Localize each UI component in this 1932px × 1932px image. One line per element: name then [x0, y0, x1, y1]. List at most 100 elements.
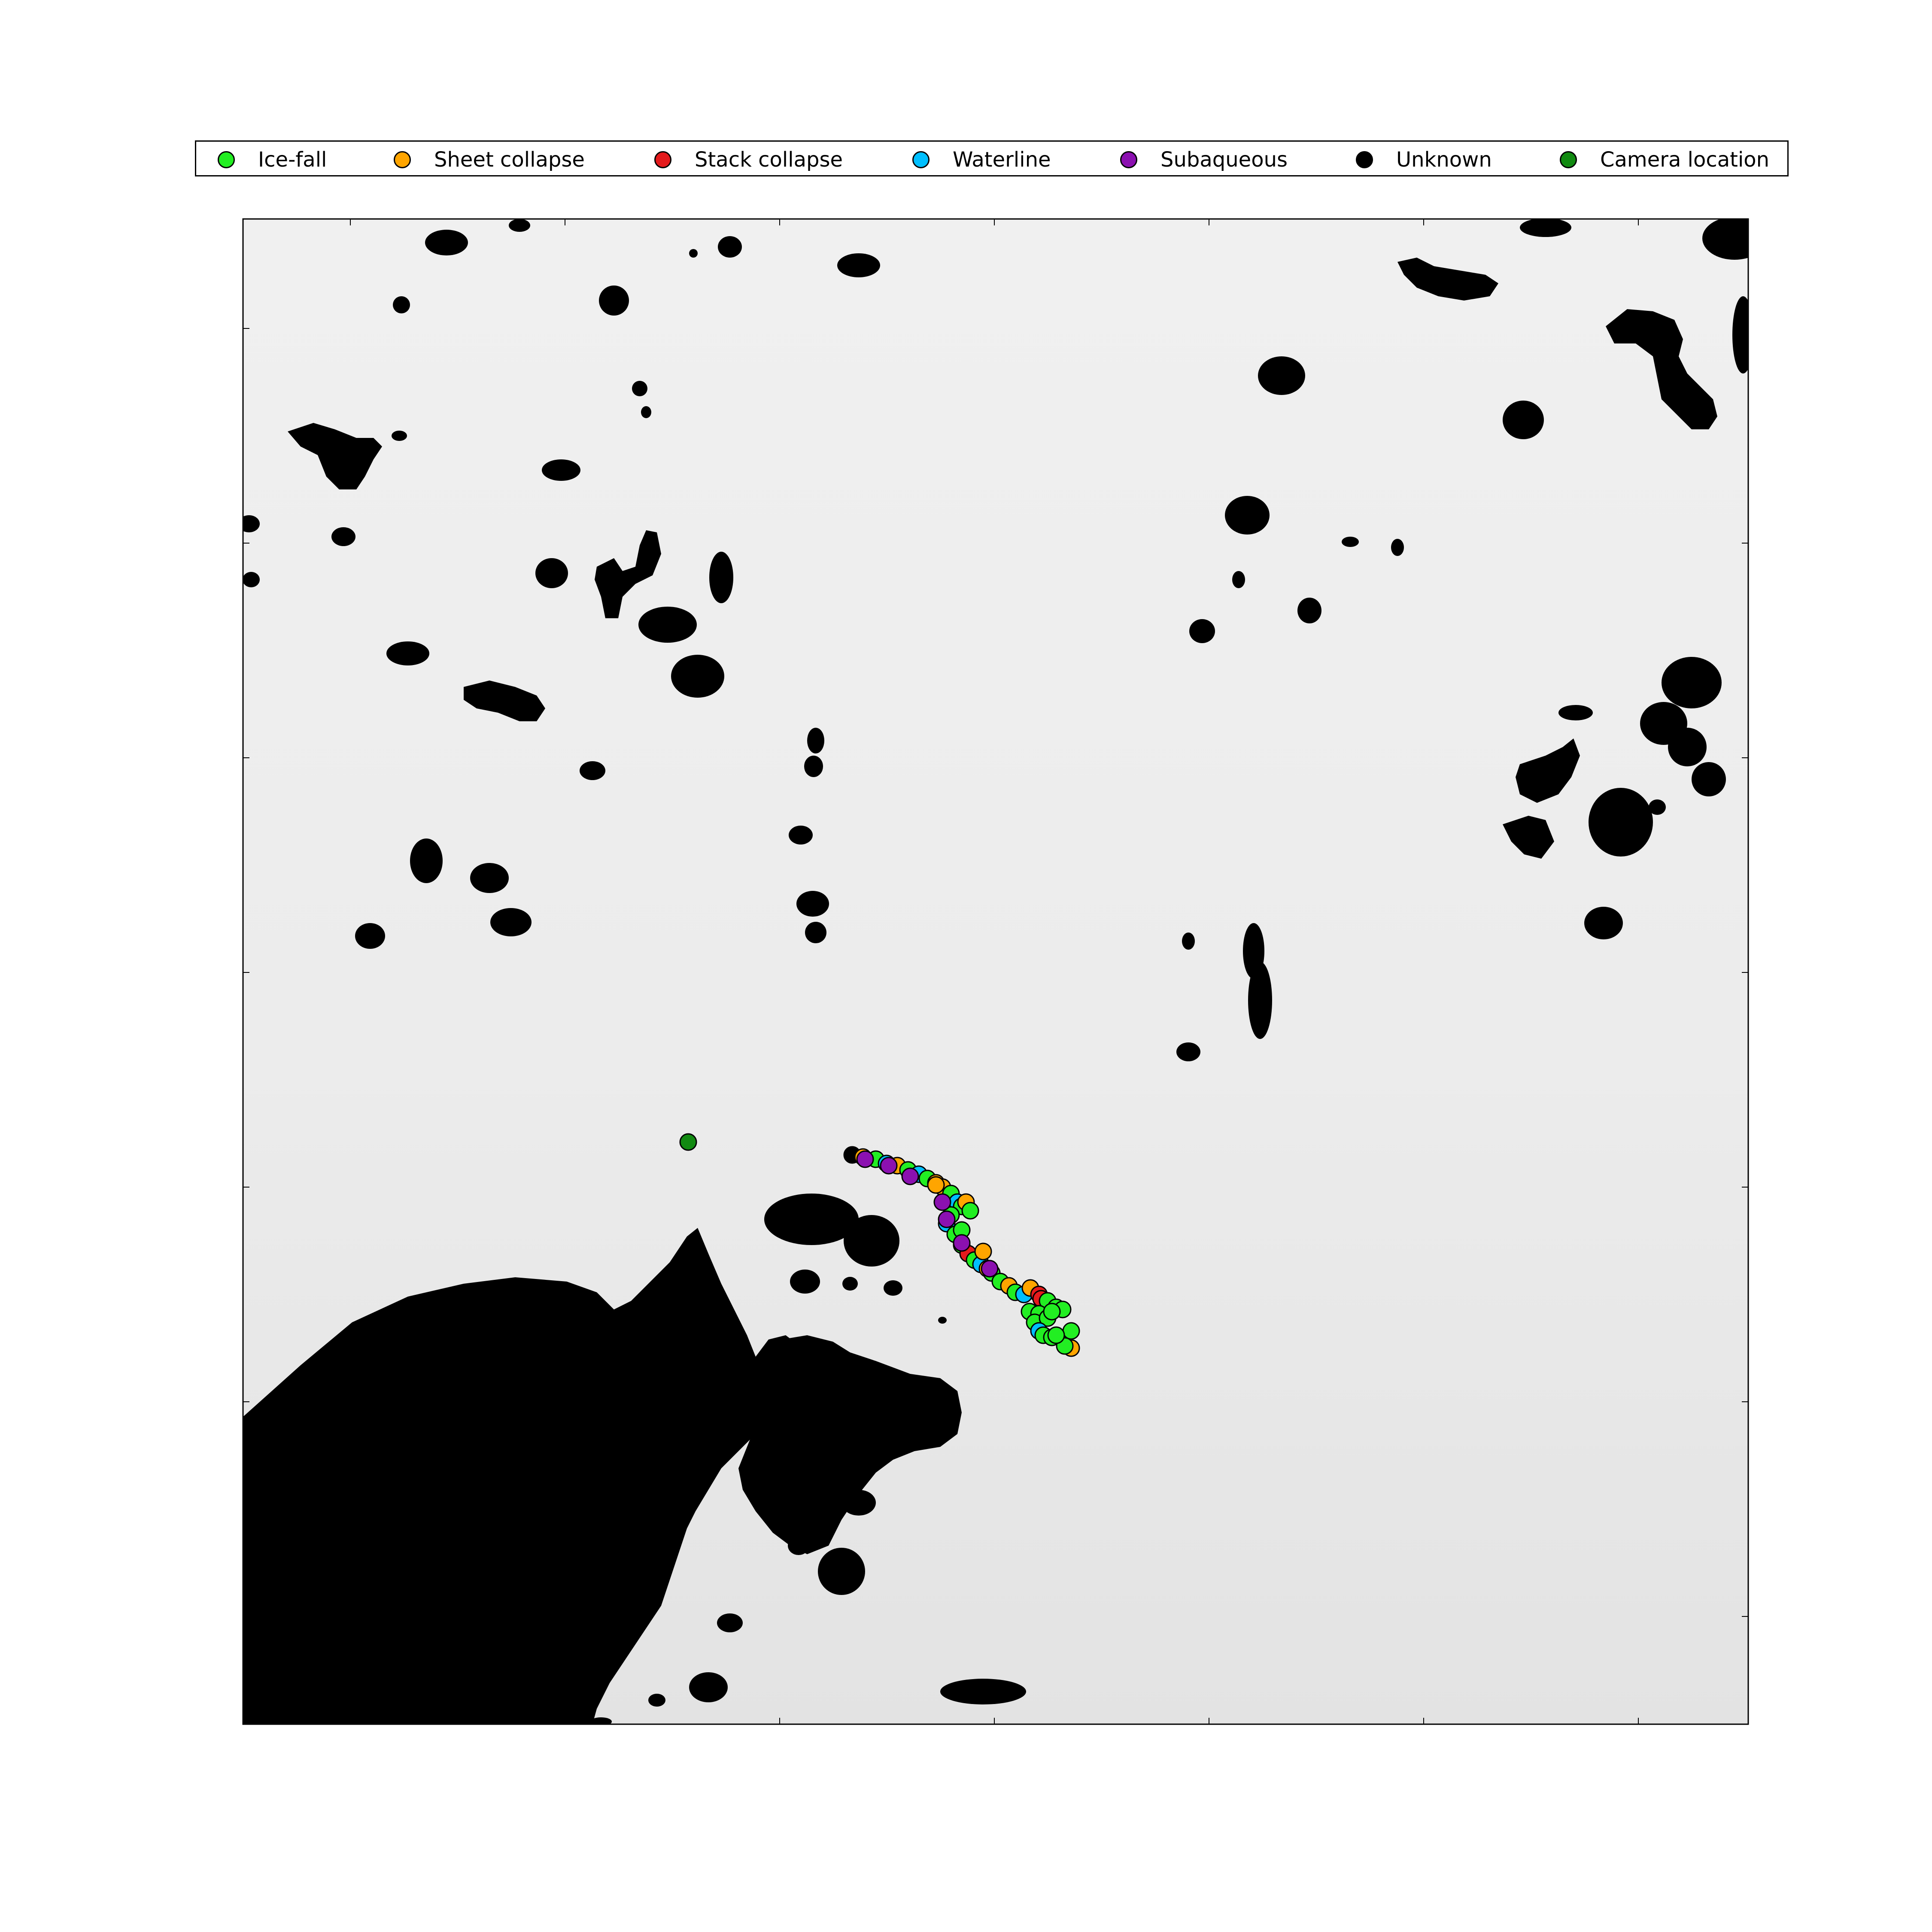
island: [1520, 219, 1571, 237]
legend-marker-camera-location: [1560, 151, 1577, 168]
island: [689, 249, 698, 258]
legend-item-sheet-collapse: Sheet collapse: [394, 142, 585, 178]
island: [641, 406, 651, 418]
island: [1297, 598, 1321, 623]
island: [243, 572, 260, 587]
legend-label-ice-fall: Ice-fall: [258, 148, 327, 172]
island: [788, 1536, 809, 1555]
island: [1589, 788, 1653, 857]
legend-item-stack-collapse: Stack collapse: [654, 142, 843, 178]
subaqueous-marker: [880, 1157, 898, 1175]
island: [392, 431, 407, 441]
island: [1503, 816, 1554, 859]
island: [709, 552, 733, 603]
island: [1258, 356, 1305, 395]
map-axes-frame: [242, 218, 1749, 1725]
island: [509, 219, 530, 232]
island: [796, 891, 829, 917]
island: [1558, 705, 1593, 720]
island: [464, 680, 545, 721]
island: [764, 1194, 859, 1245]
island: [940, 1679, 1026, 1704]
island: [807, 728, 824, 753]
peninsula: [738, 1335, 962, 1554]
island: [1503, 401, 1544, 439]
subaqueous-marker: [856, 1150, 874, 1168]
island: [1692, 762, 1726, 796]
legend-label-waterline: Waterline: [953, 148, 1051, 172]
island: [718, 236, 742, 258]
island: [844, 1215, 899, 1267]
island: [789, 826, 813, 844]
events-layer: [679, 1133, 1080, 1357]
island: [717, 1613, 743, 1632]
legend-label-subaqueous: Subaqueous: [1160, 148, 1288, 172]
island: [1391, 539, 1404, 556]
axis-ticks: [243, 219, 1748, 1724]
island: [1342, 537, 1359, 547]
island: [1176, 1042, 1200, 1061]
island: [1225, 496, 1270, 535]
island: [1606, 309, 1717, 429]
ice-fall-marker: [1043, 1303, 1061, 1321]
island: [638, 607, 697, 643]
island: [599, 286, 629, 316]
island: [1702, 219, 1748, 260]
island: [842, 1277, 858, 1291]
island: [542, 459, 580, 481]
island: [490, 908, 532, 936]
island: [1182, 933, 1195, 950]
island: [632, 381, 647, 396]
ice-fall-marker: [961, 1202, 979, 1220]
island: [884, 1280, 902, 1296]
legend-item-unknown: Unknown: [1356, 142, 1492, 178]
island: [1248, 962, 1272, 1039]
island: [1584, 907, 1623, 939]
island: [1232, 571, 1245, 588]
legend-marker-waterline: [912, 151, 930, 168]
subaqueous-marker: [981, 1260, 999, 1278]
legend-item-camera-location: Camera location: [1560, 142, 1769, 178]
legend-label-sheet-collapse: Sheet collapse: [434, 148, 585, 172]
legend-label-unknown: Unknown: [1396, 148, 1492, 172]
subaqueous-marker: [953, 1234, 971, 1252]
sheet-collapse-marker: [927, 1176, 945, 1194]
island: [1397, 258, 1498, 301]
legend-marker-stack-collapse: [654, 151, 671, 168]
legend: Ice-fall Sheet collapse Stack collapse W…: [195, 140, 1789, 176]
island: [841, 1490, 876, 1516]
island: [689, 1672, 728, 1702]
island: [818, 1548, 865, 1595]
legend-marker-sheet-collapse: [394, 151, 411, 168]
legend-marker-ice-fall: [218, 151, 235, 168]
subaqueous-marker: [938, 1210, 956, 1228]
island: [535, 558, 568, 588]
island: [331, 527, 355, 546]
island: [648, 1694, 665, 1707]
island: [590, 1717, 612, 1724]
island: [288, 423, 382, 489]
island: [804, 756, 823, 777]
island: [410, 838, 443, 883]
island: [243, 515, 260, 532]
island: [1732, 296, 1748, 374]
island: [805, 922, 826, 943]
island: [580, 761, 605, 780]
map-land-layer: [243, 219, 1748, 1724]
legend-item-subaqueous: Subaqueous: [1120, 142, 1288, 178]
island: [671, 655, 724, 698]
legend-marker-subaqueous: [1120, 151, 1137, 168]
legend-item-ice-fall: Ice-fall: [218, 142, 327, 178]
island: [1662, 657, 1722, 708]
legend-label-stack-collapse: Stack collapse: [695, 148, 843, 172]
island: [1649, 799, 1666, 815]
ice-fall-marker: [1062, 1322, 1080, 1340]
mainland: [243, 1228, 824, 1724]
subaqueous-marker: [933, 1193, 951, 1211]
island: [470, 863, 509, 893]
legend-label-camera-location: Camera location: [1600, 148, 1770, 172]
island: [595, 530, 661, 618]
island: [1668, 728, 1707, 766]
subaqueous-marker: [901, 1167, 919, 1185]
island: [355, 923, 385, 949]
